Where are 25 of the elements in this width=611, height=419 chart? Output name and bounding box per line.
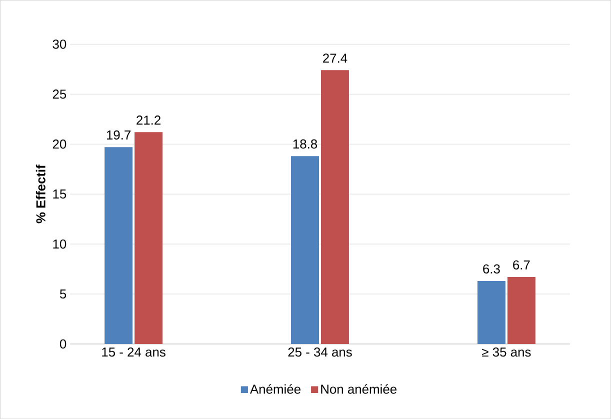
x-tick-label: 25 - 34 ans xyxy=(288,347,352,357)
x-tick-label: ≥ 35 ans xyxy=(482,347,531,357)
data-label: 18.8 xyxy=(293,139,318,149)
data-label: 6.3 xyxy=(483,264,500,274)
bar xyxy=(477,280,506,344)
y-axis-title: % Effectif xyxy=(36,164,46,224)
y-tick-label: 0 xyxy=(60,339,66,348)
data-label: 19.7 xyxy=(106,130,130,140)
legend-label: Non anémiée xyxy=(321,384,396,394)
bar xyxy=(291,156,319,344)
bar xyxy=(134,132,163,344)
legend-label: Anémiée xyxy=(250,384,300,394)
bar xyxy=(320,70,349,344)
bar xyxy=(507,276,536,344)
y-tick-label: 30 xyxy=(52,40,66,49)
bar xyxy=(104,147,133,344)
x-tick-label: 15 - 24 ans xyxy=(102,347,166,357)
data-label: 27.4 xyxy=(323,54,348,63)
y-tick-label: 5 xyxy=(60,289,66,298)
data-label: 6.7 xyxy=(513,260,530,270)
y-tick-label: 25 xyxy=(52,89,66,99)
y-tick-label: 20 xyxy=(52,139,66,149)
y-tick-label: 15 xyxy=(53,190,66,199)
data-label: 21.2 xyxy=(136,115,160,125)
y-tick-label: 10 xyxy=(53,239,66,249)
